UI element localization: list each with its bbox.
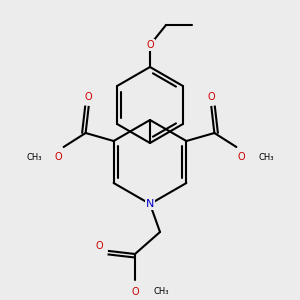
Text: O: O xyxy=(95,241,103,251)
Text: CH₃: CH₃ xyxy=(26,152,42,161)
Text: O: O xyxy=(238,152,245,162)
Text: O: O xyxy=(55,152,62,162)
Text: O: O xyxy=(131,287,139,297)
Text: O: O xyxy=(208,92,215,102)
Text: O: O xyxy=(85,92,92,102)
Text: CH₃: CH₃ xyxy=(258,152,274,161)
Text: CH₃: CH₃ xyxy=(153,287,169,296)
Text: N: N xyxy=(146,199,154,209)
Text: O: O xyxy=(146,40,154,50)
